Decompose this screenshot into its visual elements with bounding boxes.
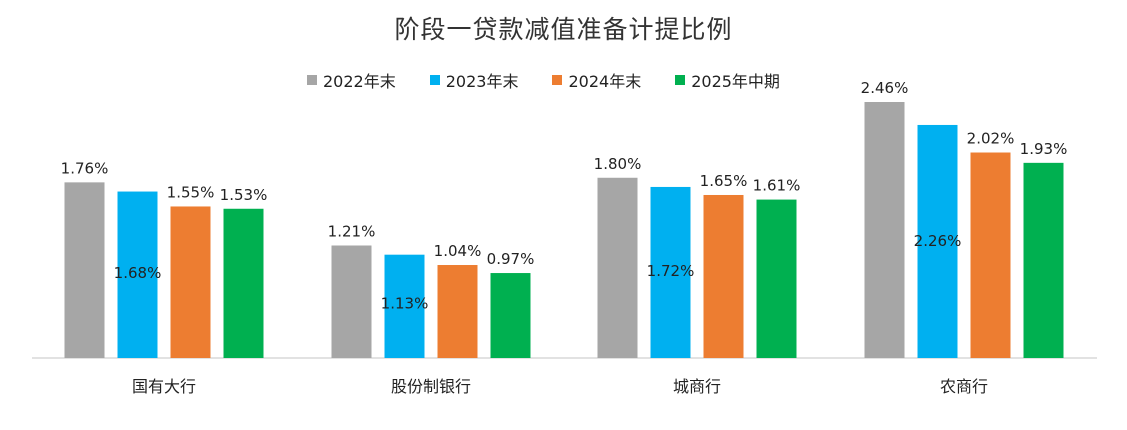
bar: [437, 265, 478, 358]
data-label: 2.46%: [861, 79, 909, 97]
data-label: 1.68%: [114, 264, 162, 282]
bar: [1023, 162, 1064, 358]
bar: [223, 208, 264, 358]
data-label: 1.80%: [594, 155, 642, 173]
data-label: 2.02%: [967, 130, 1015, 148]
bar: [490, 273, 531, 358]
data-label: 1.21%: [328, 222, 376, 240]
bar: [703, 194, 744, 358]
legend: 2022年末 2023年末 2024年末 2025年中期: [307, 68, 814, 92]
legend-item: 2022年末: [307, 68, 396, 92]
bar: [597, 177, 638, 358]
data-label: 1.13%: [381, 294, 429, 312]
legend-label: 2024年末: [568, 72, 642, 91]
chart-title: 阶段一贷款减值准备计提比例: [394, 15, 733, 44]
data-label: 2.26%: [914, 232, 962, 250]
legend-swatch: [307, 75, 317, 85]
bar: [117, 191, 158, 358]
bar: [970, 152, 1011, 358]
data-label: 1.93%: [1020, 140, 1068, 158]
category-label: 农商行: [940, 377, 988, 396]
category-label: 股份制银行: [391, 377, 471, 396]
data-label: 1.55%: [167, 183, 215, 201]
data-label: 1.76%: [61, 159, 109, 177]
bar: [384, 254, 425, 358]
legend-label: 2025年中期: [691, 72, 780, 91]
data-label: 1.72%: [647, 262, 695, 280]
data-label: 1.04%: [434, 242, 482, 260]
legend-swatch: [552, 75, 563, 85]
legend-item: 2023年末: [429, 68, 519, 92]
bar: [331, 245, 372, 358]
data-label: 0.97%: [487, 250, 535, 268]
bar: [650, 186, 691, 358]
category-label: 国有大行: [132, 377, 196, 396]
bar: [756, 199, 797, 358]
bar: [917, 124, 958, 358]
category-label: 城商行: [673, 377, 721, 396]
legend-swatch: [429, 75, 440, 85]
legend-item: 2025年中期: [675, 68, 780, 92]
bar: [64, 182, 105, 358]
legend-item: 2024年末: [552, 68, 641, 92]
legend-swatch: [675, 75, 686, 85]
legend-label: 2023年末: [445, 72, 519, 91]
bar: [864, 102, 905, 358]
data-label: 1.61%: [753, 177, 801, 195]
bar: [170, 206, 211, 358]
data-label: 1.53%: [220, 186, 268, 204]
data-label: 1.65%: [700, 172, 748, 190]
legend-label: 2022年末: [323, 72, 396, 91]
